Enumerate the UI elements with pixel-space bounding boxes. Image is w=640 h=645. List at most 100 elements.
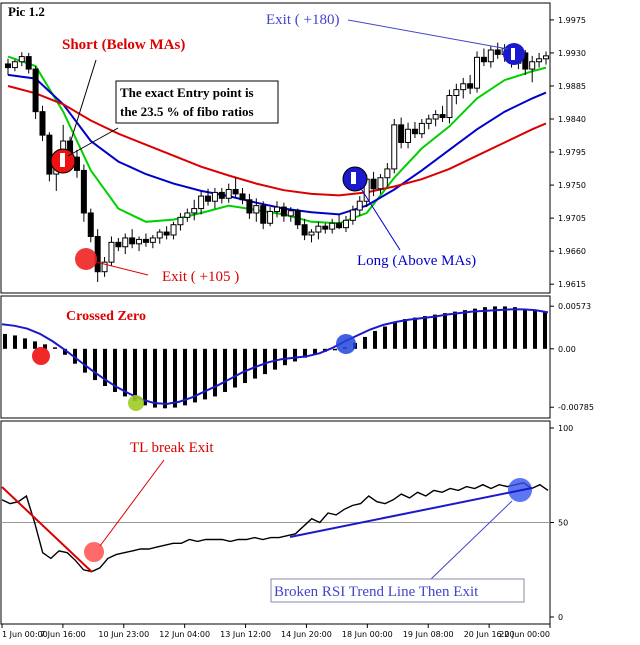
long-label: Long (Above MAs) — [357, 253, 476, 269]
oscillator-bar — [413, 317, 417, 349]
oscillator-tick-label: -0.00785 — [558, 403, 594, 412]
oscillator-bar — [503, 306, 507, 349]
price-panel-frame — [0, 2, 551, 294]
fibo-pointer-line — [67, 127, 119, 157]
oscillator-bar — [513, 307, 517, 349]
oscillator-bar — [273, 348, 277, 370]
candle-body — [370, 178, 377, 190]
oscillator-bar — [113, 348, 117, 392]
rsi-tick-label: 100 — [558, 424, 573, 433]
candle-body — [253, 205, 260, 214]
candle-body — [536, 58, 543, 63]
oscillator-bar — [243, 348, 247, 384]
oscillator-bar — [3, 333, 7, 349]
candle-body — [301, 224, 308, 236]
candle-body — [529, 61, 536, 70]
candle-body — [136, 238, 143, 245]
long-entry-marker-candle — [351, 172, 356, 184]
oscillator-bar — [133, 348, 137, 401]
time-axis-ticks: 1 Jun 00:007 Jun 16:00 10 Jun 23:00 12 Jun… — [1, 624, 551, 639]
oscillator-bar — [473, 308, 477, 349]
price-tick-label: 1.9795 — [558, 148, 586, 157]
oscillator-signal-line — [1, 308, 549, 405]
candle-body — [232, 188, 239, 195]
oscillator-bar — [143, 348, 147, 406]
oscillator-bar — [223, 348, 227, 392]
price-tick-label: 1.9840 — [558, 115, 586, 124]
time-tick-label: 1 Jun 00:00 — [2, 630, 48, 639]
candle-body — [522, 52, 529, 70]
candle-body — [239, 193, 246, 201]
rsi-tick-label: 0 — [558, 613, 563, 622]
candle-body — [494, 49, 501, 55]
candle-body — [198, 195, 205, 210]
time-tick-label: 7 Jun 16:00 — [40, 630, 86, 639]
candle-body — [329, 222, 336, 230]
rsi-tick-label: 50 — [558, 519, 568, 528]
oscillator-bar — [543, 311, 547, 349]
candle-body — [411, 128, 418, 135]
oscillator-axis-ticks: 0.00573 0.00 -0.00785 — [550, 302, 594, 412]
rsi-broken-pointer-line — [429, 500, 513, 581]
moving-average-line — [7, 85, 547, 197]
candle-body — [418, 122, 425, 135]
candle-body — [149, 237, 156, 243]
candle-body — [25, 56, 32, 70]
price-tick-label: 1.9930 — [558, 49, 586, 58]
time-tick-label: 18 Jun 00:00 — [342, 630, 393, 639]
short-exit-marker — [75, 248, 97, 270]
candle-body — [342, 219, 349, 229]
exit105-pointer-line — [95, 261, 149, 276]
candle-body — [184, 212, 191, 218]
oscillator-bar — [153, 348, 157, 408]
candle-body — [467, 83, 474, 89]
rsi-line — [1, 482, 549, 573]
chart-title: Pic 1.2 — [8, 4, 45, 19]
candle-body — [177, 216, 184, 226]
oscillator-bar — [463, 310, 467, 349]
candle-body — [349, 209, 356, 221]
candle-body — [225, 188, 232, 199]
candle-body — [543, 55, 549, 60]
oscillator-bar — [313, 348, 317, 355]
broken-rsi-label: Broken RSI Trend Line Then Exit — [274, 584, 479, 600]
osc-cross-marker-blue — [336, 334, 356, 354]
candle-body — [39, 111, 46, 136]
candle-body — [211, 191, 218, 202]
candle-body — [274, 206, 280, 213]
candle-body — [11, 61, 18, 69]
candle-body — [487, 49, 494, 63]
rsi — [1, 482, 550, 573]
candle-body — [108, 241, 115, 263]
candle-body — [87, 212, 94, 237]
candle-body — [260, 205, 267, 224]
oscillator-tick-label: 0.00 — [558, 345, 576, 354]
price-tick-label: 1.9750 — [558, 181, 586, 190]
candle-body — [18, 56, 25, 63]
candle-body — [308, 231, 315, 236]
candle-body — [439, 114, 446, 119]
candle-body — [446, 95, 453, 119]
candle-body — [205, 195, 212, 202]
price-tick-label: 1.9885 — [558, 82, 586, 91]
oscillator-bar — [253, 348, 257, 379]
candle-body — [280, 206, 287, 217]
long-pointer-line — [359, 186, 401, 251]
time-tick-label: 22 Jun 00:00 — [499, 630, 550, 639]
time-tick-label: 12 Jun 04:00 — [159, 630, 210, 639]
candle-body — [246, 199, 253, 214]
candle-body — [80, 169, 87, 214]
rsi-blue-trendline — [289, 487, 533, 538]
price-tick-label: 1.9705 — [558, 214, 586, 223]
rsi-red-trendline — [1, 486, 93, 573]
time-tick-label: 20 Jun 16:00 — [464, 630, 515, 639]
oscillator-bars — [3, 306, 547, 409]
oscillator-bar — [63, 348, 67, 355]
exit-105-label: Exit ( +105 ) — [162, 269, 239, 285]
candle-body — [405, 128, 412, 143]
candle-body — [377, 177, 384, 190]
oscillator-bar — [433, 314, 437, 349]
candle-body — [432, 114, 439, 120]
oscillator-bar — [403, 319, 407, 349]
markers — [32, 43, 532, 562]
